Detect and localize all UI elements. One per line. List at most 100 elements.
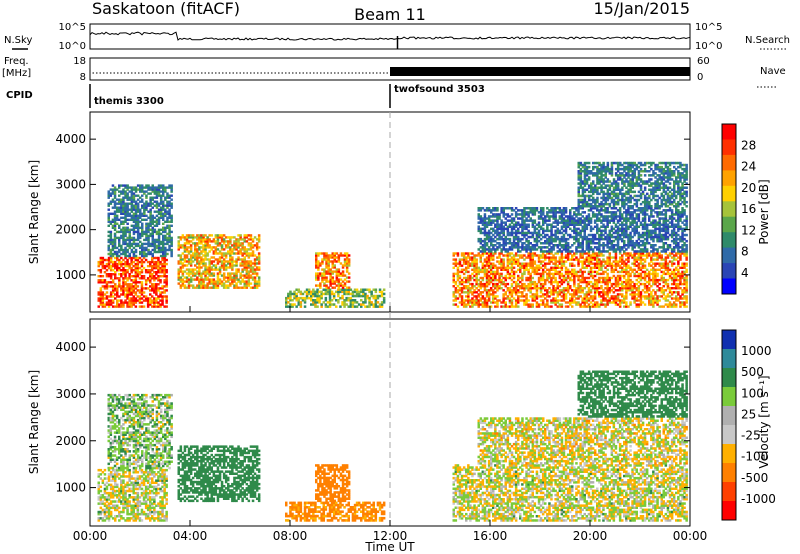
power-cell [130,236,134,240]
power-cell [535,207,539,210]
power-cell [189,284,193,287]
power-cell [243,246,246,249]
power-cell [97,269,100,272]
power-cell [297,303,300,306]
power-cell [606,272,609,276]
power-cell [214,246,218,249]
power-cell [214,240,218,243]
power-cell [329,270,332,273]
power-cell [337,282,341,285]
power-cell [368,301,371,304]
power-cell [153,277,156,280]
power-cell [151,252,154,256]
power-cell [343,303,346,306]
power-cell [208,268,211,271]
power-cell [287,296,290,300]
power-cell [475,270,478,274]
power-cell [337,278,341,281]
power-cell [548,262,551,265]
power-cell [128,262,131,266]
power-cell [136,224,140,227]
power-cell [249,246,253,249]
power-cell [471,287,474,290]
power-cell [325,264,328,267]
power-cell [492,285,495,288]
power-cell [159,266,162,270]
power-cell [140,287,144,290]
power-cell [168,184,171,187]
power-cell [114,297,117,300]
power-cell [243,236,246,239]
power-cell [118,202,121,205]
power-cell [151,277,154,280]
power-cell [214,282,218,285]
power-cell [629,303,632,306]
power-cell [521,274,524,278]
power-cell [132,285,135,288]
power-cell [320,305,323,308]
power-cell [329,254,332,257]
power-cell [216,280,220,283]
power-cell [345,276,349,279]
power-cell [462,285,466,288]
power-cell [139,200,142,203]
power-cell [531,303,534,306]
power-cell [324,303,328,306]
power-cell [141,204,144,207]
power-cell [324,288,328,291]
power-cell [469,262,472,265]
power-cell [452,266,455,269]
power-cell [353,299,357,302]
power-cell [122,196,125,199]
power-cell [128,228,131,231]
power-cell [492,272,495,276]
power-cell [111,188,115,191]
power-cell [126,222,129,225]
power-cell [107,238,110,242]
power-cell [315,254,318,257]
power-cell [251,244,255,247]
power-cell [115,208,119,211]
power-cell [165,299,168,302]
power-cell [316,296,319,300]
power-cell [189,278,193,281]
power-cell [345,288,348,291]
power-cell [469,299,472,302]
power-cell [500,266,503,269]
power-cell [194,242,197,245]
power-cell [255,256,259,259]
power-cell [179,276,183,279]
power-cell [479,280,482,284]
power-cell [159,214,163,217]
power-cell [471,291,474,294]
power-cell [132,188,136,191]
power-cell [477,285,480,288]
power-cell [494,264,497,267]
power-cell [122,242,125,246]
power-cell [378,294,382,298]
power-cell [535,297,539,300]
power-cell [163,266,166,270]
power-cell [235,246,238,249]
power-cell [105,285,109,288]
power-cell [487,254,491,257]
power-cell [502,280,505,284]
power-cell [109,192,113,195]
power-cell [247,234,251,237]
power-cell [471,299,474,302]
power-cell [353,294,357,298]
power-cell [571,305,574,308]
power-cell [109,252,113,256]
power-cell [107,252,110,256]
power-cell [111,198,115,201]
power-cell [208,246,211,249]
power-cell [297,290,300,294]
power-cell [161,297,164,300]
power-cell [124,192,127,195]
power-cell [454,303,458,306]
power-cell [452,299,455,302]
power-cell [212,250,216,253]
power-cell [177,254,180,257]
power-cell [339,254,343,257]
power-cell [335,305,338,308]
